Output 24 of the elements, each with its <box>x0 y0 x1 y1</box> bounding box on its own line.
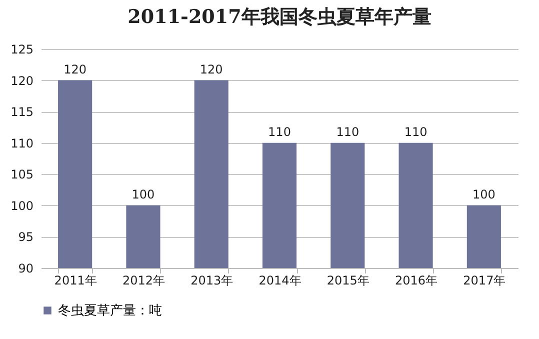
y-tick-label: 100 <box>10 198 34 213</box>
x-tick-label: 2013年 <box>190 274 234 288</box>
y-tick-label: 125 <box>10 42 34 56</box>
chart-title: 2011-2017年我国冬虫夏草年产量 <box>128 6 432 28</box>
y-tick-label: 115 <box>10 105 34 120</box>
x-tick-label: 2015年 <box>326 274 370 288</box>
y-tick-label: 110 <box>10 136 34 150</box>
y-tick-label: 95 <box>18 230 34 244</box>
data-label: 110 <box>404 124 428 139</box>
x-tick-label: 2017年 <box>463 274 506 288</box>
x-tick-label: 2016年 <box>395 274 438 288</box>
legend-label: 冬虫夏草产量：吨 <box>58 304 162 318</box>
x-tick-label: 2012年 <box>122 274 165 288</box>
data-label: 100 <box>472 187 496 202</box>
data-label: 120 <box>200 62 223 76</box>
y-tick-label: 120 <box>10 74 34 88</box>
y-tick-label: 90 <box>18 262 34 276</box>
y-tick-label: 105 <box>10 168 34 182</box>
x-tick-label: 2014年 <box>258 274 302 288</box>
data-label: 110 <box>268 124 291 139</box>
x-tick-label: 2011年 <box>54 274 97 288</box>
data-label: 100 <box>132 187 155 202</box>
data-label: 120 <box>64 62 87 76</box>
data-label: 110 <box>336 124 360 139</box>
